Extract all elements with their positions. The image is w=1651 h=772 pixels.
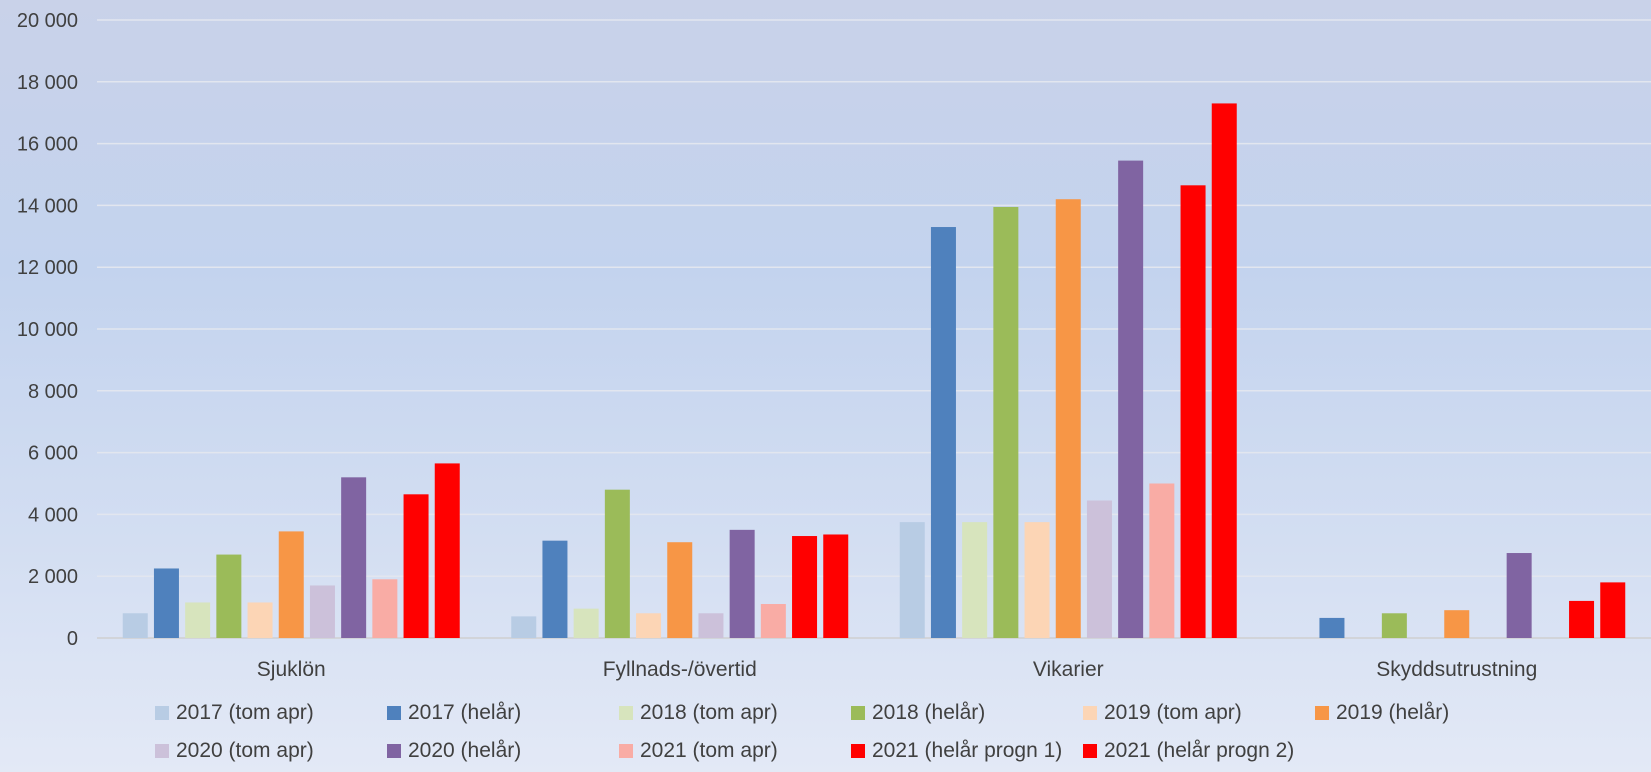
bar <box>573 608 599 638</box>
bars <box>122 103 1626 639</box>
bar <box>1506 553 1532 638</box>
bar <box>962 522 988 638</box>
y-tick-label: 18 000 <box>17 72 78 94</box>
legend-item: 2018 (tom apr) <box>619 700 851 726</box>
bar <box>1086 500 1112 638</box>
x-category-label: Vikarier <box>1033 658 1104 681</box>
legend-item: 2018 (helår) <box>851 700 1083 726</box>
bar <box>823 534 849 638</box>
y-tick-label: 16 000 <box>17 134 78 156</box>
x-category-label: Fyllnads-/övertid <box>603 658 757 681</box>
bar <box>604 489 630 638</box>
legend-swatch <box>1083 744 1097 758</box>
bar <box>1118 160 1144 638</box>
y-tick-label: 6 000 <box>28 443 78 465</box>
bar <box>372 579 398 638</box>
bar <box>122 613 148 638</box>
legend-swatch <box>851 706 865 720</box>
bar <box>434 463 460 638</box>
bar <box>1024 522 1050 638</box>
legend-item: 2017 (tom apr) <box>155 700 387 726</box>
legend-swatch <box>619 744 633 758</box>
legend-label: 2017 (helår) <box>408 701 522 724</box>
bar <box>698 613 724 638</box>
x-axis-category-labels: Sjuklön Fyllnads-/övertid Vikarier Skyddsut… <box>257 658 1537 681</box>
legend-item: 2021 (helår progn 1) <box>851 738 1083 764</box>
bar <box>278 531 304 638</box>
x-category-label: Sjuklön <box>257 658 326 681</box>
bar <box>792 536 818 638</box>
y-axis-tick-labels: 0 2 000 4 000 6 000 8 000 10 000 12 000 14 000 1… <box>17 10 78 650</box>
y-tick-label: 20 000 <box>17 10 78 32</box>
legend-label: 2019 (tom apr) <box>1104 701 1242 724</box>
legend: 2017 (tom apr) 2017 (helår) 2018 (tom apr)… <box>155 700 1515 764</box>
y-tick-label: 2 000 <box>28 566 78 588</box>
legend-swatch <box>387 744 401 758</box>
legend-label: 2021 (helår progn 1) <box>872 739 1063 762</box>
legend-item: 2021 (tom apr) <box>619 738 851 764</box>
y-tick-label: 4 000 <box>28 504 78 526</box>
bar <box>667 542 693 638</box>
legend-label: 2018 (helår) <box>872 701 986 724</box>
bar <box>309 585 335 638</box>
legend-label: 2019 (helår) <box>1336 701 1450 724</box>
bar <box>153 568 179 638</box>
legend-item: 2020 (tom apr) <box>155 738 387 764</box>
legend-swatch <box>155 706 169 720</box>
legend-swatch <box>851 744 865 758</box>
y-tick-label: 0 <box>67 628 78 650</box>
bar <box>1569 600 1595 638</box>
x-category-label: Skyddsutrustning <box>1376 658 1537 681</box>
gridlines <box>97 19 1651 639</box>
bar <box>1444 610 1470 638</box>
bar <box>185 602 211 638</box>
legend-item: 2019 (helår) <box>1315 700 1547 726</box>
y-tick-label: 8 000 <box>28 381 78 403</box>
legend-swatch <box>619 706 633 720</box>
bar <box>216 554 242 638</box>
bar <box>341 477 367 638</box>
y-tick-label: 14 000 <box>17 195 78 217</box>
bar <box>760 604 786 638</box>
legend-item: 2019 (tom apr) <box>1083 700 1315 726</box>
y-tick-label: 12 000 <box>17 257 78 279</box>
bar <box>636 613 662 638</box>
legend-label: 2021 (tom apr) <box>640 739 778 762</box>
bar <box>899 522 925 638</box>
bar <box>1381 613 1407 638</box>
legend-label: 2020 (tom apr) <box>176 739 314 762</box>
legend-swatch <box>1083 706 1097 720</box>
legend-swatch <box>155 744 169 758</box>
legend-label: 2021 (helår progn 2) <box>1104 739 1295 762</box>
bar <box>1319 617 1345 638</box>
bar <box>1600 582 1626 638</box>
bar <box>403 494 429 638</box>
bar <box>1055 199 1081 638</box>
bar <box>1180 185 1206 638</box>
bar <box>1149 483 1175 638</box>
bar <box>930 227 956 638</box>
legend-label: 2018 (tom apr) <box>640 701 778 724</box>
legend-swatch <box>387 706 401 720</box>
bar <box>1211 103 1237 639</box>
bar <box>729 529 755 638</box>
bar <box>511 616 537 638</box>
legend-item: 2020 (helår) <box>387 738 619 764</box>
bar <box>993 206 1019 638</box>
legend-label: 2020 (helår) <box>408 739 522 762</box>
legend-label: 2017 (tom apr) <box>176 701 314 724</box>
legend-item: 2017 (helår) <box>387 700 619 726</box>
bar <box>542 540 568 638</box>
legend-item: 2021 (helår progn 2) <box>1083 738 1315 764</box>
bar <box>247 602 273 638</box>
legend-swatch <box>1315 706 1329 720</box>
y-tick-label: 10 000 <box>17 319 78 341</box>
